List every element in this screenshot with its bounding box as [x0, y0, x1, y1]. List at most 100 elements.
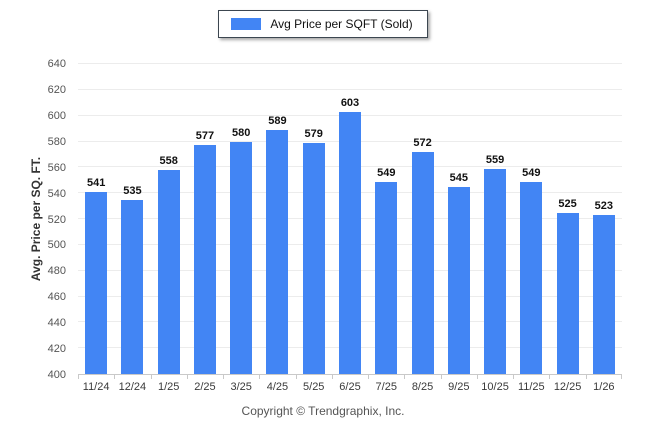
x-tick-mark [150, 375, 152, 379]
copyright-text: Copyright © Trendgraphix, Inc. [241, 404, 405, 418]
bar-column: 541 [78, 64, 114, 374]
gridline [78, 63, 622, 64]
bar-column: 577 [187, 64, 223, 374]
legend-swatch-icon [231, 18, 262, 30]
x-axis-labels: 11/24 12/24 1/25 2/25 3/25 4/25 5/25 6/25 7/25 8/… [78, 381, 622, 393]
y-tick-label: 640 [47, 58, 66, 70]
bar [193, 145, 216, 374]
bar [484, 168, 507, 374]
y-axis-tick-labels: 400 420 440 460 480 500 520 540 560 580 600 620 640 [0, 58, 72, 381]
bar-column: 535 [114, 64, 150, 374]
x-category-label: 7/25 [375, 381, 397, 393]
x-tick-mark [331, 375, 333, 379]
y-tick-label: 600 [47, 109, 66, 122]
bar-column: 549 [368, 64, 404, 374]
y-tick-label: 480 [47, 265, 66, 278]
x-category-label: 6/25 [339, 381, 361, 393]
gridline [78, 88, 622, 90]
bar-value-label: 580 [232, 126, 251, 139]
y-tick-label: 540 [47, 187, 66, 200]
x-category-label: 1/26 [593, 381, 615, 393]
x-category-label: 5/25 [303, 381, 325, 393]
y-tick-label: 400 [47, 369, 66, 381]
bar [266, 129, 289, 374]
bar-column: 589 [259, 64, 295, 374]
bar-value-label: 559 [485, 153, 505, 166]
x-tick-mark [114, 375, 116, 379]
bar [302, 142, 325, 374]
bar-value-label: 545 [449, 171, 468, 184]
bar-value-label: 549 [377, 166, 396, 179]
x-tick-mark [513, 375, 515, 379]
bar-value-label: 577 [195, 130, 215, 143]
bar-column: 559 [477, 64, 513, 374]
bar [375, 181, 398, 374]
x-category-label: 11/25 [517, 381, 545, 393]
bar [447, 186, 470, 374]
x-tick-mark [621, 375, 622, 379]
plot-area: 541 535 558 577 580 589 579 603 549 572 545 559 549 5… [78, 63, 622, 375]
y-tick-label: 500 [47, 239, 66, 252]
x-tick-mark [223, 375, 225, 379]
x-axis-ticks [78, 375, 622, 379]
x-category-label: 11/24 [82, 381, 110, 393]
x-tick-mark [259, 375, 261, 379]
y-tick-label: 580 [47, 135, 66, 148]
bar-column: 579 [296, 64, 332, 374]
bar-column: 545 [441, 64, 477, 374]
x-tick-mark [404, 375, 406, 379]
x-category-label: 1/25 [157, 381, 180, 393]
bar [338, 111, 361, 374]
x-category-label: 12/24 [118, 381, 147, 393]
x-category-label: 3/25 [230, 381, 252, 393]
x-tick-mark [476, 375, 478, 379]
x-category-label: 10/25 [481, 381, 509, 393]
bar-value-label: 579 [304, 127, 323, 140]
bar-value-label: 603 [340, 96, 360, 109]
bar-column: 572 [404, 64, 440, 374]
bar-column: 525 [549, 64, 585, 374]
bar-value-label: 558 [159, 154, 178, 167]
bar [411, 151, 434, 374]
y-tick-label: 420 [47, 343, 66, 356]
bar [520, 181, 543, 374]
bar-value-label: 523 [594, 200, 614, 213]
bar-column: 603 [332, 64, 368, 374]
bar-column: 523 [586, 64, 622, 374]
x-tick-mark [440, 375, 442, 379]
x-tick-mark [295, 375, 297, 379]
bar [85, 191, 108, 374]
bar [556, 212, 579, 374]
x-category-label: 8/25 [411, 381, 434, 393]
y-tick-label: 560 [47, 161, 66, 174]
y-tick-label: 460 [47, 291, 66, 304]
bar-value-label: 525 [558, 197, 577, 210]
bar-column: 558 [151, 64, 187, 374]
bar [157, 169, 180, 374]
bars-container: 541 535 558 577 580 589 579 603 549 572 545 559 549 5… [78, 64, 622, 374]
x-tick-mark [78, 375, 79, 379]
bar [592, 215, 615, 374]
x-category-label: 9/25 [448, 381, 470, 393]
y-tick-label: 520 [47, 213, 66, 226]
y-tick-label: 620 [47, 83, 66, 96]
x-tick-mark [368, 375, 370, 379]
legend-box: Avg Price per SQFT (Sold) [218, 10, 428, 38]
bar-value-label: 549 [522, 166, 541, 179]
bar-value-label: 541 [86, 176, 106, 189]
legend: Avg Price per SQFT (Sold) [0, 10, 646, 38]
x-category-label: 12/25 [553, 381, 582, 393]
x-category-label: 2/25 [194, 381, 216, 393]
bar-value-label: 589 [268, 114, 287, 127]
bar-value-label: 535 [123, 184, 142, 197]
x-tick-mark [585, 375, 587, 379]
bar-column: 580 [223, 64, 259, 374]
legend-label: Avg Price per SQFT (Sold) [270, 17, 413, 31]
x-tick-mark [549, 375, 551, 379]
x-category-label: 4/25 [266, 381, 289, 393]
bar [230, 141, 253, 374]
bar-column: 549 [513, 64, 549, 374]
bar-value-label: 572 [413, 136, 432, 149]
y-tick-label: 440 [47, 317, 66, 330]
